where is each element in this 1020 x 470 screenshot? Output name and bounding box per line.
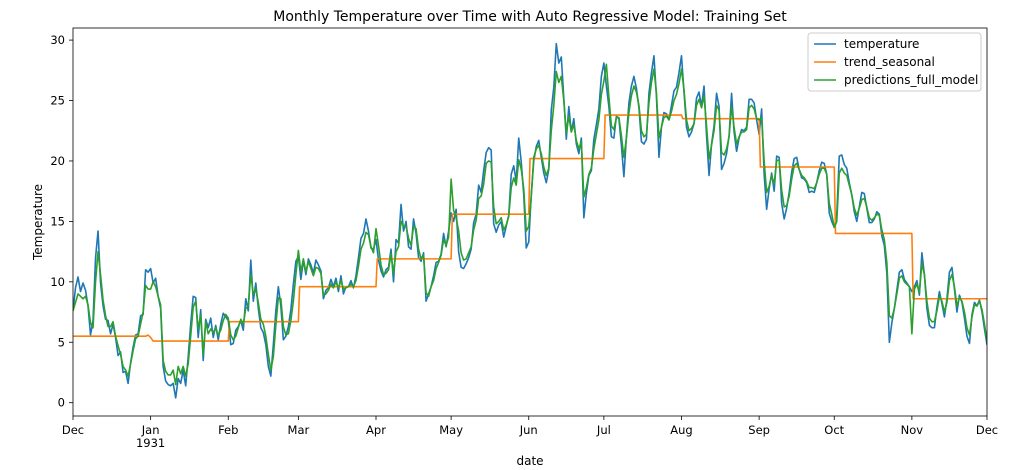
legend-label-predictions-full-model: predictions_full_model: [844, 73, 978, 87]
x-tick-year-label: 1931: [136, 436, 165, 450]
y-tick-label: 25: [50, 94, 65, 108]
legend: temperature trend_seasonal predictions_ful…: [807, 32, 982, 92]
x-tick-label: Jan: [141, 423, 160, 437]
y-tick-label: 0: [58, 396, 65, 410]
x-tick-label: Dec: [62, 423, 84, 437]
series-line-trend-seasonal: [73, 114, 987, 342]
x-tick-label: Oct: [824, 423, 844, 437]
y-tick-label: 20: [50, 154, 65, 168]
chart-title: Monthly Temperature over Time with Auto …: [273, 9, 787, 25]
x-tick-label: Mar: [288, 423, 310, 437]
x-tick-label: Dec: [976, 423, 998, 437]
x-tick-label: May: [439, 423, 463, 437]
legend-label-temperature: temperature: [844, 37, 919, 51]
plot-frame: [72, 27, 988, 417]
series-line-predictions-full-model: [73, 63, 987, 386]
y-tick-label: 10: [50, 275, 65, 289]
series-layer: [73, 42, 987, 399]
x-tick-label: Jun: [519, 423, 538, 437]
x-tick-label: Sep: [748, 423, 770, 437]
x-tick-label: Nov: [901, 423, 924, 437]
y-axis-ticks: 0 5 10 15 20 25 30: [50, 33, 73, 410]
y-tick-label: 15: [50, 214, 65, 228]
y-tick-label: 5: [58, 335, 65, 349]
y-tick-label: 30: [50, 33, 65, 47]
legend-label-trend-seasonal: trend_seasonal: [844, 55, 935, 69]
x-tick-label: Jul: [596, 423, 611, 437]
y-axis-label: Temperature: [31, 184, 45, 261]
x-tick-label: Feb: [218, 423, 238, 437]
legend-box: [807, 32, 982, 92]
x-tick-label: Apr: [366, 423, 386, 437]
x-axis-label: date: [516, 454, 543, 468]
x-tick-label: Aug: [670, 423, 692, 437]
